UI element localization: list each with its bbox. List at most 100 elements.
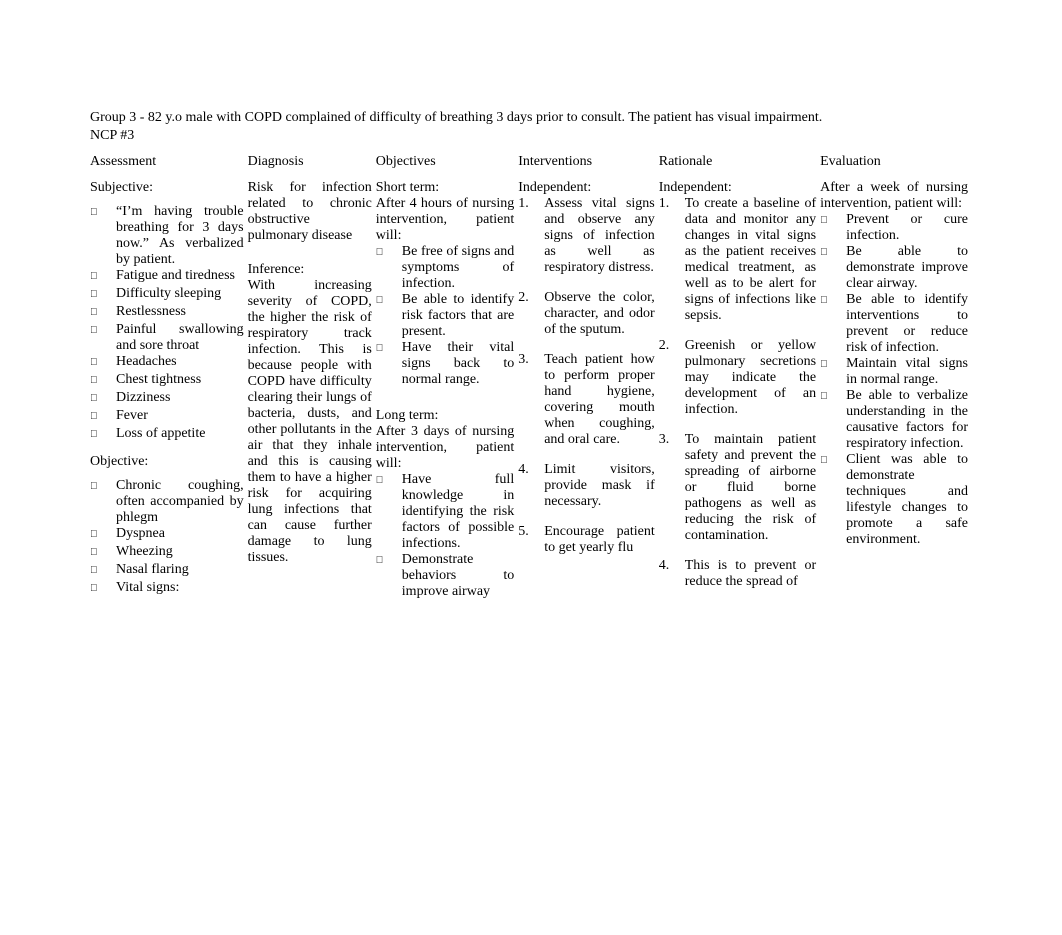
list-item: Maintain vital signs in normal range. [820,356,968,388]
evaluation-intro: After a week of nursing intervention, pa… [820,180,968,212]
list-item-text: Have full knowledge in identifying the r… [402,472,514,552]
subjective-label: Subjective: [90,180,244,196]
list-item: Wheezing [90,544,244,562]
list-item: Have full knowledge in identifying the … [376,472,514,552]
list-item: 2.Observe the color, character, and odor… [518,290,655,338]
number-marker: 2. [659,338,685,354]
list-item-text: Be able to verbalize understanding in th… [846,388,968,452]
list-item: Be free of signs and symptoms of infect… [376,244,514,292]
short-term-intro: After 4 hours of nursing intervention, p… [376,196,514,244]
list-item-text: “I’m having trouble breathing for 3 days… [116,204,244,268]
diagnosis-text: Risk for infection related to chronic ob… [248,180,372,244]
list-item-text: Restlessness [116,304,244,320]
bullet-icon:  [376,552,402,570]
bullet-icon:  [376,340,402,358]
long-term-list: Have full knowledge in identifying the … [376,472,514,600]
list-item: Client was able to demonstrate techniqu… [820,452,968,548]
short-term-list: Be free of signs and symptoms of infect… [376,244,514,388]
number-marker: 4. [518,462,544,478]
list-item-text: Chest tightness [116,372,244,388]
inference-text: With increasing severity of COPD, the hi… [248,278,372,566]
list-item: Loss of appetite [90,426,244,444]
list-item: Painful swallowing and sore throat [90,322,244,354]
bullet-icon:  [90,354,116,372]
list-item: Have their vital signs back to normal r… [376,340,514,388]
rationale-independent-label: Independent: [659,180,816,196]
list-item: Dyspnea [90,526,244,544]
objective-list: Chronic coughing, often accompanied by … [90,478,244,598]
list-item-text: Have their vital signs back to normal ra… [402,340,514,388]
list-item-text: To create a baseline of data and monitor… [685,196,816,324]
list-item-text: Greenish or yellow pulmonary secretions … [685,338,816,418]
bullet-icon:  [90,390,116,408]
col-head-rationale: Rationale [659,154,816,170]
bullet-icon:  [90,580,116,598]
list-item-text: Client was able to demonstrate technique… [846,452,968,548]
col-diagnosis: Diagnosis Risk for infection related to … [248,154,376,610]
bullet-icon:  [90,268,116,286]
list-item: Be able to identify risk factors that a… [376,292,514,340]
list-item: Dizziness [90,390,244,408]
interventions-list: 1.Assess vital signs and observe any sig… [518,196,655,556]
bullet-icon:  [90,286,116,304]
bullet-icon:  [376,472,402,490]
number-marker: 3. [518,352,544,368]
list-item-text: Headaches [116,354,244,370]
list-item-text: Assess vital signs and observe any signs… [544,196,655,276]
list-item-text: Be free of signs and symptoms of infecti… [402,244,514,292]
list-item: 5.Encourage patient to get yearly flu [518,524,655,556]
list-item-text: Maintain vital signs in normal range. [846,356,968,388]
list-item: Be able to verbalize understanding in t… [820,388,968,452]
list-item-text: Loss of appetite [116,426,244,442]
list-item: 1.To create a baseline of data and monit… [659,196,816,324]
col-head-assessment: Assessment [90,154,244,170]
bullet-icon:  [90,544,116,562]
list-item: 4.This is to prevent or reduce the sprea… [659,558,816,590]
list-item-text: Vital signs: [116,580,244,596]
list-item-text: Wheezing [116,544,244,560]
list-item-text: Encourage patient to get yearly flu [544,524,655,556]
col-evaluation: Evaluation After a week of nursing inter… [820,154,972,610]
bullet-icon:  [90,372,116,390]
list-item-text: Limit visitors, provide mask if necessar… [544,462,655,510]
list-item: Restlessness [90,304,244,322]
list-item: 4.Limit visitors, provide mask if necess… [518,462,655,510]
list-item: Demonstrate behaviors to improve airway [376,552,514,600]
bullet-icon:  [820,452,846,470]
list-item: Fatigue and tiredness [90,268,244,286]
number-marker: 1. [659,196,685,212]
list-item: Chronic coughing, often accompanied by … [90,478,244,526]
subjective-list: “I’m having trouble breathing for 3 day… [90,204,244,444]
list-item-text: To maintain patient safety and prevent t… [685,432,816,544]
list-item: Nasal flaring [90,562,244,580]
col-head-diagnosis: Diagnosis [248,154,372,170]
bullet-icon:  [90,322,116,340]
list-item-text: Be able to identify interventions to pre… [846,292,968,356]
bullet-icon:  [90,304,116,322]
bullet-icon:  [820,388,846,406]
list-item-text: Fever [116,408,244,424]
bullet-icon:  [820,292,846,310]
inference-label: Inference: [248,262,372,278]
bullet-icon:  [90,478,116,496]
list-item: Vital signs: [90,580,244,598]
col-objectives: Objectives Short term: After 4 hours of … [376,154,518,610]
col-head-objectives: Objectives [376,154,514,170]
col-head-interventions: Interventions [518,154,655,170]
short-term-label: Short term: [376,180,514,196]
number-marker: 5. [518,524,544,540]
list-item-text: Fatigue and tiredness [116,268,244,284]
list-item-text: Difficulty sleeping [116,286,244,302]
list-item-text: Demonstrate behaviors to improve airway [402,552,514,600]
list-item: Prevent or cure infection. [820,212,968,244]
list-item: 1.Assess vital signs and observe any sig… [518,196,655,276]
bullet-icon:  [376,244,402,262]
rationale-list: 1.To create a baseline of data and monit… [659,196,816,590]
list-item: 2.Greenish or yellow pulmonary secretion… [659,338,816,418]
interventions-independent-label: Independent: [518,180,655,196]
list-item-text: Teach patient how to perform proper hand… [544,352,655,448]
bullet-icon:  [820,212,846,230]
col-assessment: Assessment Subjective: “I’m having trou… [90,154,248,610]
list-item: 3.To maintain patient safety and prevent… [659,432,816,544]
bullet-icon:  [376,292,402,310]
